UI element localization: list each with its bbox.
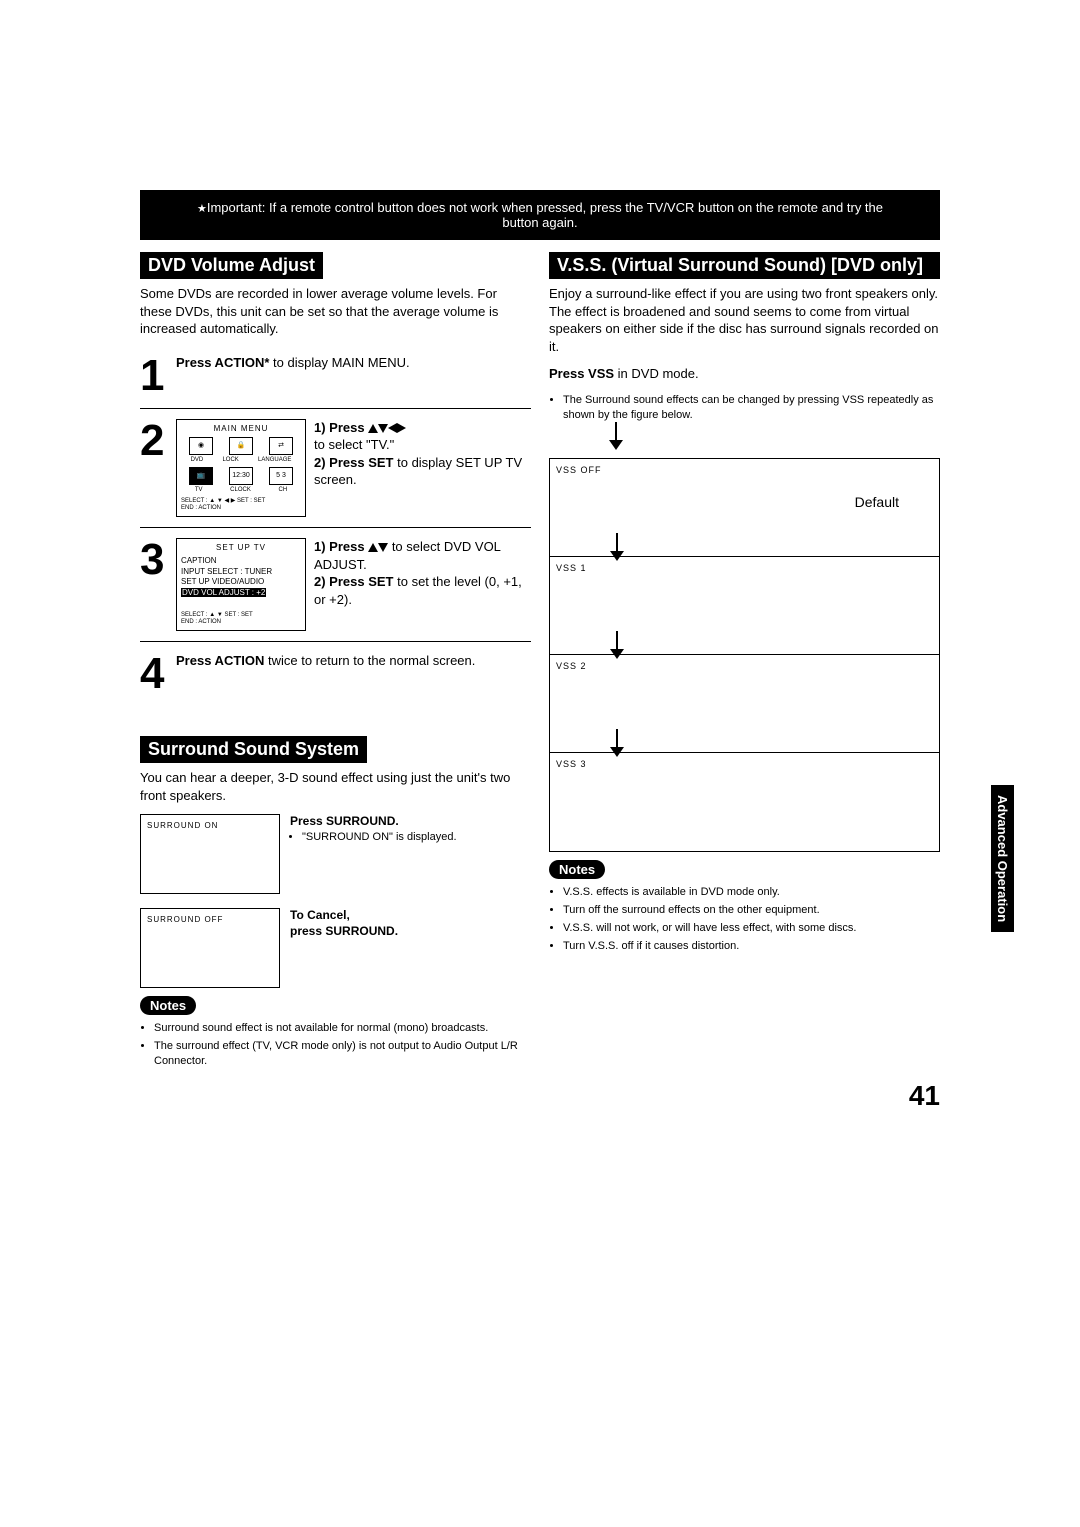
vss-intro: Enjoy a surround-like effect if you are … [549, 285, 940, 355]
section-heading-vss: V.S.S. (Virtual Surround Sound) [DVD onl… [549, 252, 940, 279]
step-3: 3 SET UP TV CAPTION INPUT SELECT : TUNER… [140, 532, 531, 642]
vss-diagram: VSS OFF Default VSS 1 VSS 2 VSS 3 [549, 458, 940, 852]
page-number: 41 [909, 1080, 940, 1112]
step-2: 2 MAIN MENU ◉🔒⇄ DVDLOCKLANGUAGE 📺12:305 … [140, 413, 531, 528]
surround-off-box: SURROUND OFF [140, 908, 280, 988]
page-content: ★Important: If a remote control button d… [140, 190, 940, 1072]
setup-tv-screen: SET UP TV CAPTION INPUT SELECT : TUNER S… [176, 538, 306, 631]
step-4: 4 Press ACTION twice to return to the no… [140, 646, 531, 706]
main-menu-screen: MAIN MENU ◉🔒⇄ DVDLOCKLANGUAGE 📺12:305 3 … [176, 419, 306, 517]
right-column: V.S.S. (Virtual Surround Sound) [DVD onl… [549, 252, 940, 1072]
step-1: 1 Press ACTION* to display MAIN MENU. [140, 348, 531, 409]
notes-label: Notes [140, 996, 196, 1015]
section-heading-surround: Surround Sound System [140, 736, 367, 763]
section-heading-dvd-volume: DVD Volume Adjust [140, 252, 323, 279]
side-tab: Advanced Operation [991, 785, 1014, 932]
notes-list-right: V.S.S. effects is available in DVD mode … [549, 885, 940, 953]
notes-label-right: Notes [549, 860, 605, 879]
notes-list-left: Surround sound effect is not available f… [140, 1021, 531, 1069]
surround-intro: You can hear a deeper, 3-D sound effect … [140, 769, 531, 804]
left-column: DVD Volume Adjust Some DVDs are recorded… [140, 252, 531, 1072]
important-banner: ★Important: If a remote control button d… [140, 190, 940, 240]
intro-text: Some DVDs are recorded in lower average … [140, 285, 531, 338]
surround-on-box: SURROUND ON [140, 814, 280, 894]
